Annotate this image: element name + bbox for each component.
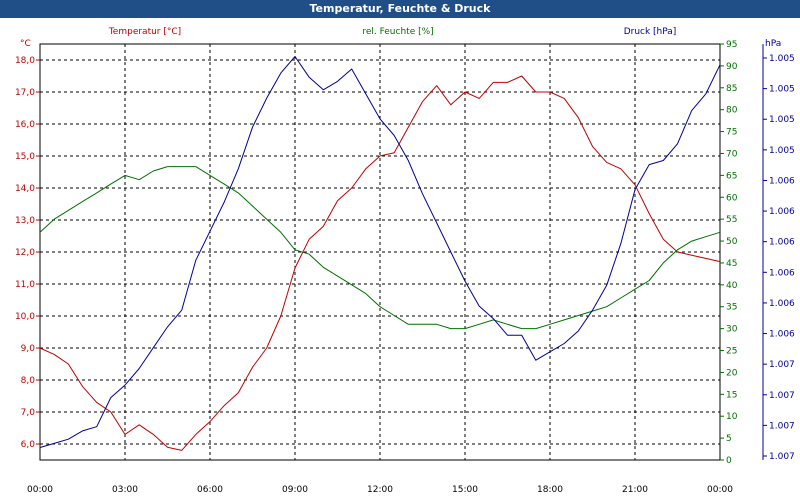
pressure-tick-label: 1.007	[769, 452, 795, 462]
temperature-tick-label: 6,0	[21, 440, 36, 450]
temperature-tick-label: 18,0	[15, 56, 35, 66]
pressure-axis-label: Druck [hPa]	[624, 27, 677, 37]
humidity-tick-label: 40	[726, 281, 738, 291]
humidity-tick-label: 50	[726, 237, 738, 247]
pressure-tick-label: 1.007	[769, 360, 795, 370]
humidity-tick-label: 95	[726, 40, 737, 50]
pressure-axis: 1.007 1.007 1.007 1.007 1.006 1.006 1.006 1.006…	[762, 44, 795, 462]
humidity-tick-label: 75	[726, 128, 737, 138]
humidity-tick-label: 5	[726, 434, 732, 444]
pressure-tick-label: 1.006	[769, 207, 795, 217]
temperature-tick-label: 10,0	[15, 312, 35, 322]
humidity-tick-label: 90	[726, 62, 738, 72]
pressure-tick-label: 1.006	[769, 176, 795, 186]
x-axis: 00:0006.05.2003:0006.05.2006:0006.05.200…	[27, 485, 733, 495]
humidity-line	[39, 166, 721, 330]
temperature-tick-label: 8,0	[21, 376, 36, 386]
temperature-line	[39, 75, 721, 451]
x-tick-time: 00:00	[27, 485, 53, 495]
temperature-unit: °C	[20, 39, 31, 49]
pressure-unit: hPa	[765, 39, 781, 49]
pressure-tick-label: 1.007	[769, 391, 795, 401]
temperature-tick-label: 17,0	[15, 88, 35, 98]
temperature-tick-label: 13,0	[15, 216, 35, 226]
pressure-tick-label: 1.006	[769, 330, 795, 340]
pressure-tick-label: 1.005	[769, 115, 795, 125]
humidity-tick-label: 65	[726, 171, 737, 181]
humidity-axis-label: rel. Feuchte [%]	[362, 27, 433, 37]
humidity-axis: 0 5 10 15 20 25 30 35 40 45 50 55 60 65 70 75 80 85 90 95	[720, 40, 738, 466]
humidity-tick-label: 25	[726, 347, 737, 357]
humidity-tick-label: 85	[726, 84, 737, 94]
chart-svg: 00:0006.05.2003:0006.05.2006:0006.05.200…	[15, 27, 795, 495]
chart-frame: 00:0006.05.2003:0006.05.2006:0006.05.200…	[0, 18, 800, 500]
humidity-tick-label: 20	[726, 368, 738, 378]
humidity-tick-label: 30	[726, 325, 738, 335]
x-tick-time: 15:00	[452, 485, 478, 495]
x-tick-time: 06:00	[197, 485, 223, 495]
pressure-tick-label: 1.005	[769, 146, 795, 156]
pressure-tick-label: 1.006	[769, 268, 795, 278]
pressure-tick-label: 1.005	[769, 85, 795, 95]
pressure-tick-label: 1.006	[769, 299, 795, 309]
x-tick-time: 00:00	[707, 485, 733, 495]
x-tick-time: 21:00	[622, 485, 648, 495]
x-tick-time: 18:00	[537, 485, 563, 495]
humidity-tick-label: 80	[726, 106, 738, 116]
humidity-tick-label: 45	[726, 259, 737, 269]
humidity-tick-label: 60	[726, 193, 738, 203]
series-group	[39, 56, 721, 451]
humidity-tick-label: 15	[726, 390, 737, 400]
humidity-tick-label: 70	[726, 149, 738, 159]
humidity-tick-label: 55	[726, 215, 737, 225]
chart-title: Temperatur, Feuchte & Druck	[0, 0, 800, 18]
temperature-tick-label: 7,0	[21, 408, 36, 418]
x-tick-time: 12:00	[367, 485, 393, 495]
temperature-tick-label: 9,0	[21, 344, 36, 354]
x-tick-time: 03:00	[112, 485, 138, 495]
pressure-tick-label: 1.005	[769, 54, 795, 64]
temperature-tick-label: 12,0	[15, 248, 35, 258]
humidity-tick-label: 10	[726, 412, 738, 422]
x-tick-time: 09:00	[282, 485, 308, 495]
humidity-tick-label: 0	[726, 456, 732, 466]
temperature-tick-label: 16,0	[15, 120, 35, 130]
temperature-tick-label: 15,0	[15, 152, 35, 162]
pressure-line	[39, 56, 721, 448]
temperature-tick-label: 14,0	[15, 184, 35, 194]
temperature-axis-label: Temperatur [°C]	[108, 27, 181, 37]
temperature-tick-label: 11,0	[15, 280, 35, 290]
pressure-tick-label: 1.007	[769, 421, 795, 431]
humidity-tick-label: 35	[726, 303, 737, 313]
temperature-axis: 6,0 7,0 8,0 9,0 10,0 11,0 12,0 13,0 14,0 15,0 16,0…	[15, 56, 40, 450]
pressure-tick-label: 1.006	[769, 238, 795, 248]
